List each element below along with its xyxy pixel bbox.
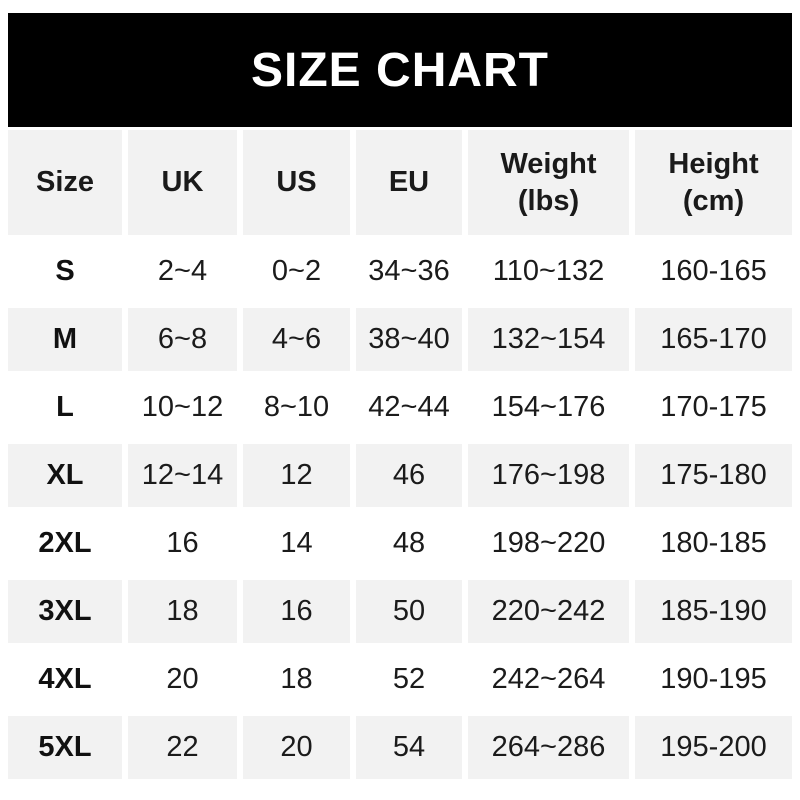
table-row: 3XL 18 16 50 220~242 185-190 (8, 580, 792, 643)
height-value-cell: 160-165 (635, 240, 792, 303)
column-header-height: Height (cm) (635, 130, 792, 235)
table-row: XL 12~14 12 46 176~198 175-180 (8, 444, 792, 507)
height-value-cell: 170-175 (635, 376, 792, 439)
uk-value-cell: 2~4 (128, 240, 237, 303)
eu-value-cell: 38~40 (356, 308, 462, 371)
page-title: SIZE CHART (251, 43, 549, 97)
eu-value-cell: 50 (356, 580, 462, 643)
weight-value-cell: 264~286 (468, 716, 629, 779)
size-label-cell: L (8, 376, 122, 439)
uk-value-cell: 20 (128, 648, 237, 711)
weight-value-cell: 242~264 (468, 648, 629, 711)
eu-value-cell: 54 (356, 716, 462, 779)
size-label-cell: 5XL (8, 716, 122, 779)
table-row: 5XL 22 20 54 264~286 195-200 (8, 716, 792, 779)
uk-value-cell: 22 (128, 716, 237, 779)
us-value-cell: 14 (243, 512, 350, 575)
eu-value-cell: 48 (356, 512, 462, 575)
us-value-cell: 20 (243, 716, 350, 779)
eu-value-cell: 52 (356, 648, 462, 711)
size-label-cell: 2XL (8, 512, 122, 575)
uk-value-cell: 10~12 (128, 376, 237, 439)
weight-value-cell: 132~154 (468, 308, 629, 371)
table-row: 4XL 20 18 52 242~264 190-195 (8, 648, 792, 711)
size-label-cell: XL (8, 444, 122, 507)
size-label-cell: M (8, 308, 122, 371)
uk-value-cell: 12~14 (128, 444, 237, 507)
size-chart-table: Size UK US EU Weight (lbs) Height (cm) S… (8, 130, 792, 779)
column-header-eu: EU (356, 130, 462, 235)
height-value-cell: 165-170 (635, 308, 792, 371)
us-value-cell: 4~6 (243, 308, 350, 371)
weight-value-cell: 220~242 (468, 580, 629, 643)
height-value-cell: 195-200 (635, 716, 792, 779)
uk-value-cell: 18 (128, 580, 237, 643)
size-label-cell: S (8, 240, 122, 303)
weight-value-cell: 110~132 (468, 240, 629, 303)
column-header-label: EU (388, 166, 430, 199)
weight-value-cell: 154~176 (468, 376, 629, 439)
weight-value-cell: 176~198 (468, 444, 629, 507)
weight-value-cell: 198~220 (468, 512, 629, 575)
column-header-sublabel: (lbs) (517, 184, 580, 217)
column-header-label: Weight (500, 148, 597, 181)
column-header-label: Height (668, 148, 759, 181)
uk-value-cell: 16 (128, 512, 237, 575)
uk-value-cell: 6~8 (128, 308, 237, 371)
column-header-us: US (243, 130, 350, 235)
table-header-row: Size UK US EU Weight (lbs) Height (cm) (8, 130, 792, 235)
column-header-uk: UK (128, 130, 237, 235)
size-label-cell: 3XL (8, 580, 122, 643)
table-row: L 10~12 8~10 42~44 154~176 170-175 (8, 376, 792, 439)
table-row: M 6~8 4~6 38~40 132~154 165-170 (8, 308, 792, 371)
column-header-sublabel: (cm) (682, 184, 745, 217)
size-chart-banner: SIZE CHART (8, 13, 792, 127)
column-header-label: UK (161, 166, 204, 199)
us-value-cell: 0~2 (243, 240, 350, 303)
column-header-label: Size (35, 166, 95, 199)
us-value-cell: 8~10 (243, 376, 350, 439)
table-row: 2XL 16 14 48 198~220 180-185 (8, 512, 792, 575)
column-header-label: US (276, 166, 317, 199)
size-label-cell: 4XL (8, 648, 122, 711)
height-value-cell: 175-180 (635, 444, 792, 507)
column-header-size: Size (8, 130, 122, 235)
column-header-weight: Weight (lbs) (468, 130, 629, 235)
us-value-cell: 18 (243, 648, 350, 711)
us-value-cell: 16 (243, 580, 350, 643)
table-row: S 2~4 0~2 34~36 110~132 160-165 (8, 240, 792, 303)
height-value-cell: 185-190 (635, 580, 792, 643)
eu-value-cell: 34~36 (356, 240, 462, 303)
us-value-cell: 12 (243, 444, 350, 507)
height-value-cell: 180-185 (635, 512, 792, 575)
eu-value-cell: 42~44 (356, 376, 462, 439)
height-value-cell: 190-195 (635, 648, 792, 711)
eu-value-cell: 46 (356, 444, 462, 507)
